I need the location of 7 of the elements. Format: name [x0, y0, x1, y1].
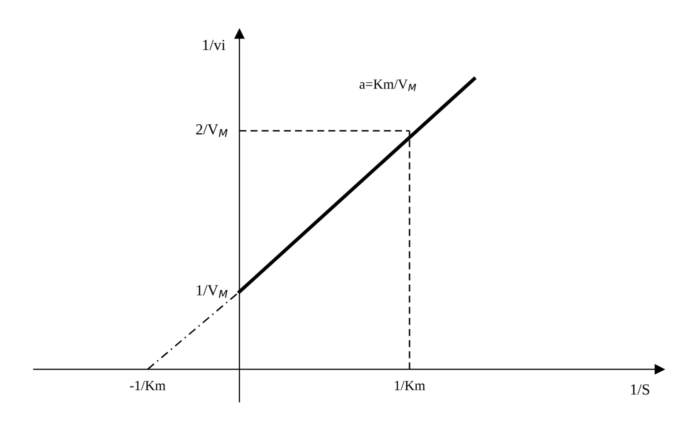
annotation: 2/V$_{M}$	[196, 124, 228, 137]
y-axis-title: 1/vi	[203, 40, 226, 50]
x-tick-label: 1/Km	[394, 380, 426, 390]
x-tick-label: -1/Km	[130, 380, 166, 390]
annotation: a=Km/V$_{M}$	[360, 80, 416, 91]
x-axis-title: 1/S	[631, 384, 650, 395]
annotation: 1/V$_{M}$	[196, 285, 228, 298]
